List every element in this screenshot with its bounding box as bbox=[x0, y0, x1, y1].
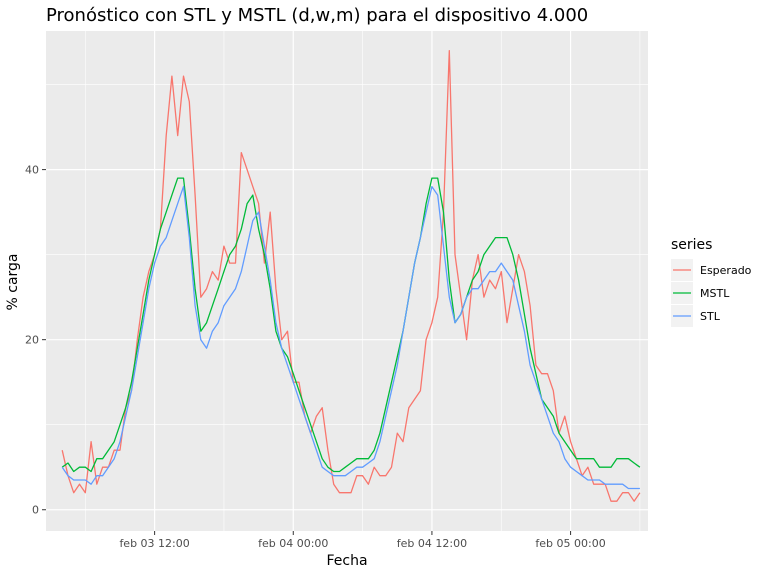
y-tick-label: 0 bbox=[32, 504, 39, 517]
y-tick-label: 40 bbox=[25, 164, 39, 177]
y-tick-label: 20 bbox=[25, 334, 39, 347]
x-tick-label: feb 03 12:00 bbox=[119, 537, 189, 550]
series-lines bbox=[61, 49, 641, 502]
plot-panel-background bbox=[46, 31, 648, 531]
legend-items: Esperado MSTL STL bbox=[671, 259, 752, 327]
series-line-stl bbox=[61, 185, 640, 490]
series-line-mstl bbox=[61, 177, 641, 473]
legend-title: series bbox=[671, 237, 712, 253]
x-axis-label: Fecha bbox=[326, 553, 367, 569]
legend-label: STL bbox=[700, 310, 721, 323]
x-tick-label: feb 05 00:00 bbox=[535, 537, 605, 550]
y-axis-label: % carga bbox=[5, 253, 21, 310]
gridlines bbox=[46, 31, 648, 531]
legend-label: Esperado bbox=[700, 264, 752, 277]
x-tick-label: feb 04 12:00 bbox=[397, 537, 467, 550]
plot-panel bbox=[46, 31, 648, 531]
legend-label: MSTL bbox=[700, 287, 730, 300]
x-tick-label: feb 04 00:00 bbox=[258, 537, 328, 550]
axes: feb 03 12:00 feb 04 00:00 feb 04 12:00 feb … bbox=[25, 164, 606, 550]
legend: series Esperado MSTL STL bbox=[671, 237, 752, 327]
chart-title: Pronóstico con STL y MSTL (d,w,m) para e… bbox=[46, 5, 588, 26]
